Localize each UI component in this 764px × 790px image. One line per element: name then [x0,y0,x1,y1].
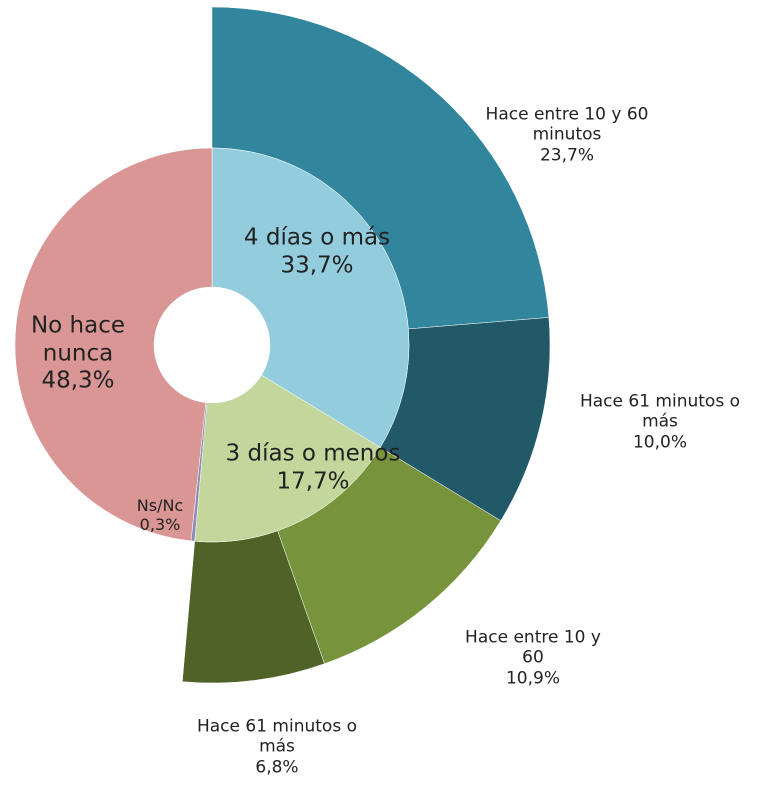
outer-label: Hace 61 minutos o más 10,0% [565,391,755,452]
label-name: Hace 61 minutos o más [579,391,740,432]
inner-label: Ns/Nc 0,3% [125,496,195,534]
label-value: 23,7% [539,145,594,166]
label-value: 48,3% [41,367,115,394]
label-value: 6,8% [255,757,299,778]
label-name: 3 días o menos [225,440,401,467]
outer-label: Hace entre 10 y 60 10,9% [461,627,606,688]
label-value: 17,7% [276,468,350,494]
label-name: Hace 61 minutos o más [196,716,357,757]
label-name: Hace entre 10 y 60 [465,627,601,668]
label-name: No hace nunca [30,312,126,367]
label-value: 10,0% [632,432,687,453]
label-name: Hace entre 10 y 60 minutos [485,104,649,145]
inner-slice [14,147,213,542]
label-name: Ns/Nc [136,495,184,515]
inner-label: No hace nunca 48,3% [21,313,136,396]
inner-label: 4 días o más 33,7% [217,224,417,279]
label-name: 4 días o más [243,224,391,251]
inner-slice [194,374,381,543]
outer-label: Hace entre 10 y 60 minutos 23,7% [472,104,662,165]
inner-slice [211,147,410,448]
inner-label: 3 días o menos 17,7% [226,440,401,495]
label-value: 33,7% [280,252,354,278]
label-value: 10,9% [505,668,560,689]
label-value: 0,3% [139,515,181,534]
outer-label: Hace 61 minutos o más 6,8% [182,716,372,777]
